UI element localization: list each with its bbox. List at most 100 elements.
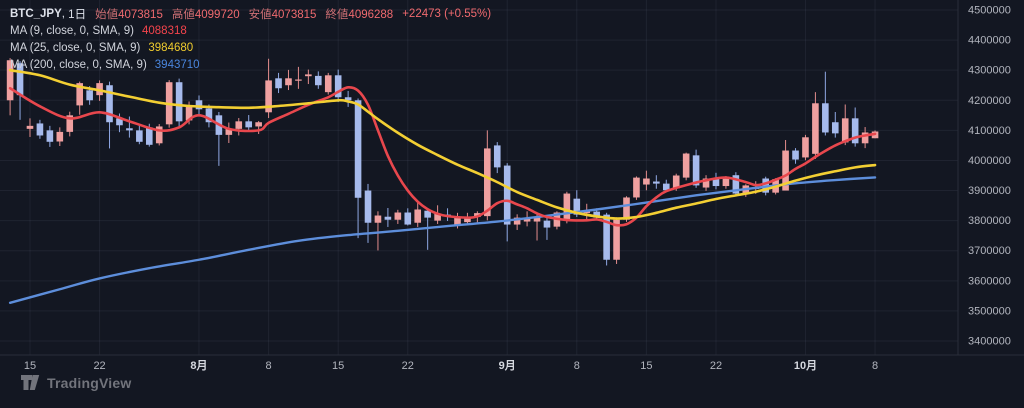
time-tick-label: 22 xyxy=(402,360,414,372)
ohlc-value: 4099720 xyxy=(194,8,240,21)
price-tick-label: 3700000 xyxy=(968,245,1011,257)
candle-body xyxy=(792,150,799,160)
candle-body xyxy=(633,177,640,198)
time-tick-label: 22 xyxy=(710,360,722,372)
price-tick-label: 3600000 xyxy=(968,275,1011,287)
ma-label: MA (25, close, 0, SMA, 9) xyxy=(10,41,141,54)
ma-value: 3984680 xyxy=(148,41,194,54)
candle-body xyxy=(484,148,491,217)
change-value: +22473 (+0.55%) xyxy=(402,7,492,20)
candle-body xyxy=(613,219,620,260)
ma-value: 3943710 xyxy=(154,58,200,71)
symbol-name[interactable]: BTC_JPY xyxy=(10,7,62,20)
candle-body xyxy=(354,100,362,198)
candle-body xyxy=(155,126,163,144)
candle-body xyxy=(662,183,670,191)
legend-symbol-row[interactable]: BTC_JPY, 1日 始値4073815 高値4099720 安値4073815 終… xyxy=(10,5,491,22)
ma-legend-row[interactable]: MA (25, close, 0, SMA, 9) 3984680 xyxy=(10,39,491,56)
ma-label: MA (200, close, 0, SMA, 9) xyxy=(10,58,147,71)
candle-body xyxy=(364,190,372,223)
candle-body xyxy=(573,198,581,215)
candle-body xyxy=(126,128,133,131)
candle-body xyxy=(315,75,322,86)
candle-body xyxy=(533,216,541,222)
tradingview-logo-text: TradingView xyxy=(47,374,132,391)
time-tick-label: 8 xyxy=(872,360,878,372)
ohlc-label: 安値 xyxy=(248,8,272,21)
candle-body xyxy=(136,130,143,142)
candle-body xyxy=(26,125,34,129)
candle-body xyxy=(324,75,332,93)
candle-body xyxy=(732,175,740,194)
candle-body xyxy=(692,155,700,186)
tradingview-logo[interactable]: TradingView xyxy=(21,374,131,391)
candle-body xyxy=(653,181,660,184)
candle-body xyxy=(334,75,342,98)
tradingview-logo-icon xyxy=(21,375,40,390)
time-tick-label: 15 xyxy=(640,360,652,372)
candle-body xyxy=(76,83,83,106)
ohlc-values: 始値4073815 高値4099720 安値4073815 終値4096288 xyxy=(86,6,393,22)
candle-body xyxy=(722,177,730,187)
candle-body xyxy=(861,132,869,144)
time-tick-label: 15 xyxy=(24,360,36,372)
candle-body xyxy=(145,127,153,145)
candle-body xyxy=(464,217,471,223)
candle-body xyxy=(563,193,571,221)
price-tick-label: 4200000 xyxy=(968,95,1011,107)
candle-body xyxy=(205,108,213,123)
ma-value: 4088318 xyxy=(141,24,187,37)
candle-body xyxy=(175,82,183,122)
time-tick-label: 22 xyxy=(93,360,105,372)
ma-line-ma200[interactable] xyxy=(8,176,877,304)
chart-legend: BTC_JPY, 1日 始値4073815 高値4099720 安値4073815 終… xyxy=(10,5,491,73)
time-axis[interactable]: 15 22 8月 8 15 22 9月 8 15 22 10月 8 xyxy=(24,359,878,372)
candle-body xyxy=(116,118,123,126)
candle-body xyxy=(782,150,789,191)
candle-body xyxy=(265,80,272,113)
candle-body xyxy=(66,115,74,132)
price-tick-label: 3500000 xyxy=(968,305,1011,317)
candle-body xyxy=(394,212,402,220)
candle-body xyxy=(305,74,312,77)
price-tick-label: 4000000 xyxy=(968,155,1011,167)
time-tick-label: 8 xyxy=(574,360,580,372)
price-tick-label: 3800000 xyxy=(968,215,1011,227)
candle-body xyxy=(841,118,849,143)
ma-legend-row[interactable]: MA (9, close, 0, SMA, 9) 4088318 xyxy=(10,22,491,39)
candle-body xyxy=(812,103,819,154)
ma-line-ma9[interactable] xyxy=(8,85,877,227)
candle-body xyxy=(513,217,521,225)
candle-body xyxy=(822,103,829,133)
ohlc-value: 4073815 xyxy=(271,8,317,21)
price-tick-label: 4500000 xyxy=(968,5,1011,17)
candle-body xyxy=(712,178,720,187)
candle-body xyxy=(434,213,441,221)
candle-body xyxy=(802,137,809,158)
price-tick-label: 3400000 xyxy=(968,336,1011,348)
candle-body xyxy=(56,131,64,142)
candle-body xyxy=(543,220,551,228)
ohlc-value: 4073815 xyxy=(118,8,163,21)
interval-label: , xyxy=(61,7,69,20)
candle-body xyxy=(16,63,24,96)
price-axis[interactable]: 4500000 4400000 4300000 4200000 4100000 40000… xyxy=(968,5,1011,348)
candle-body xyxy=(275,78,282,89)
time-tick-label: 8月 xyxy=(190,359,207,372)
candlestick-series xyxy=(6,58,879,266)
candle-body xyxy=(851,118,859,144)
candle-body xyxy=(46,130,54,142)
ma-legend-row[interactable]: MA (200, close, 0, SMA, 9) 3943710 xyxy=(10,56,491,73)
grid-lines xyxy=(0,0,958,355)
ma-line-ma25[interactable] xyxy=(8,68,877,220)
candle-body xyxy=(384,216,392,220)
candle-body xyxy=(86,90,93,101)
candle-body xyxy=(523,218,531,222)
candle-body xyxy=(454,217,461,225)
interval-value[interactable]: 1日 xyxy=(68,8,87,21)
candle-body xyxy=(285,78,292,86)
candle-body xyxy=(225,128,233,135)
price-tick-label: 4300000 xyxy=(968,65,1011,77)
candle-body xyxy=(106,85,113,123)
